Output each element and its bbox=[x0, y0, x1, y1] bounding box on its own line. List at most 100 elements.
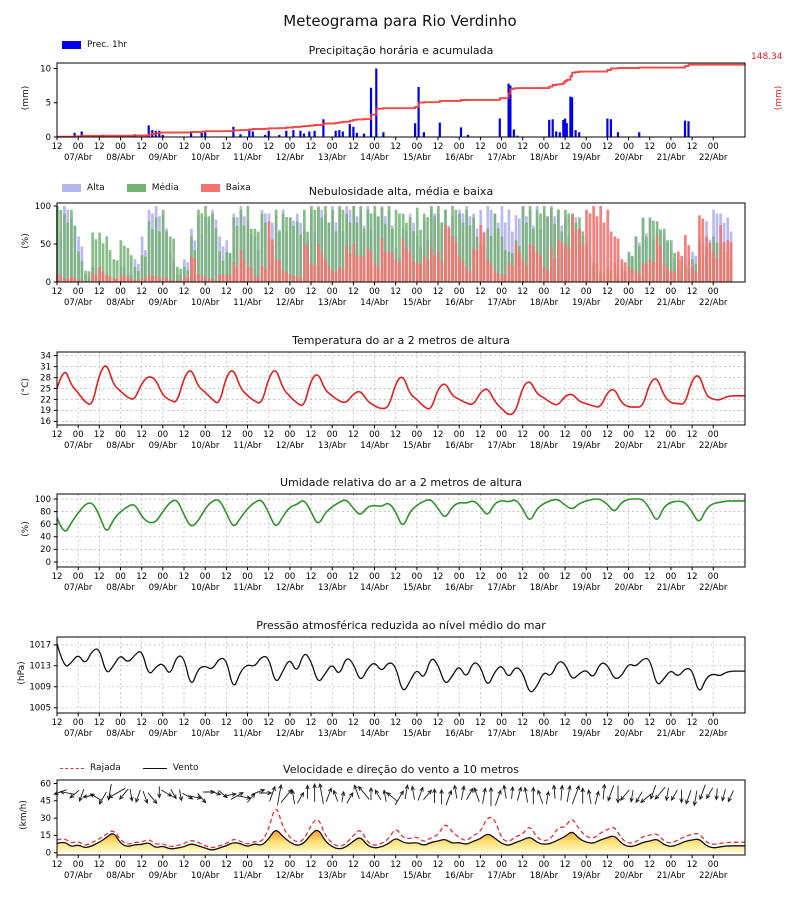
svg-text:07/Abr: 07/Abr bbox=[64, 871, 93, 881]
svg-text:09/Abr: 09/Abr bbox=[149, 871, 178, 881]
svg-text:08/Abr: 08/Abr bbox=[106, 583, 135, 593]
svg-text:00: 00 bbox=[369, 572, 380, 582]
svg-text:07/Abr: 07/Abr bbox=[64, 441, 93, 451]
svg-text:16/Abr: 16/Abr bbox=[445, 583, 474, 593]
svg-text:00: 00 bbox=[200, 430, 211, 440]
svg-text:00: 00 bbox=[242, 718, 253, 728]
svg-text:11/Abr: 11/Abr bbox=[233, 583, 262, 593]
svg-text:12: 12 bbox=[687, 718, 698, 728]
svg-text:17/Abr: 17/Abr bbox=[487, 441, 516, 451]
svg-text:14/Abr: 14/Abr bbox=[360, 153, 389, 163]
svg-text:15/Abr: 15/Abr bbox=[403, 583, 432, 593]
svg-text:11/Abr: 11/Abr bbox=[233, 871, 262, 881]
svg-text:12: 12 bbox=[136, 430, 147, 440]
svg-text:00: 00 bbox=[115, 287, 126, 297]
legend-label-prec1hr: Prec. 1hr bbox=[87, 40, 128, 50]
svg-text:20/Abr: 20/Abr bbox=[614, 729, 643, 739]
svg-text:00: 00 bbox=[200, 860, 211, 870]
svg-text:12: 12 bbox=[94, 572, 105, 582]
svg-text:12: 12 bbox=[517, 860, 528, 870]
svg-text:00: 00 bbox=[200, 718, 211, 728]
svg-text:00: 00 bbox=[242, 572, 253, 582]
svg-text:17/Abr: 17/Abr bbox=[487, 729, 516, 739]
svg-text:00: 00 bbox=[327, 142, 338, 152]
figure-title: Meteograma para Rio Verdinho bbox=[283, 12, 517, 30]
svg-text:12: 12 bbox=[221, 860, 232, 870]
svg-text:00: 00 bbox=[411, 860, 422, 870]
svg-text:80: 80 bbox=[40, 507, 51, 517]
svg-text:16/Abr: 16/Abr bbox=[445, 153, 474, 163]
svg-text:10: 10 bbox=[40, 64, 51, 74]
svg-text:12/Abr: 12/Abr bbox=[276, 729, 305, 739]
svg-text:10/Abr: 10/Abr bbox=[191, 583, 220, 593]
svg-text:09/Abr: 09/Abr bbox=[149, 583, 178, 593]
svg-text:1013: 1013 bbox=[29, 662, 51, 672]
legend-item-alta: Alta bbox=[62, 183, 105, 193]
svg-text:00: 00 bbox=[157, 572, 168, 582]
svg-text:00: 00 bbox=[623, 430, 634, 440]
svg-text:09/Abr: 09/Abr bbox=[149, 298, 178, 308]
svg-text:00: 00 bbox=[327, 860, 338, 870]
svg-text:00: 00 bbox=[200, 572, 211, 582]
svg-text:12: 12 bbox=[136, 572, 147, 582]
svg-text:21/Abr: 21/Abr bbox=[657, 441, 686, 451]
svg-text:13/Abr: 13/Abr bbox=[318, 729, 347, 739]
svg-text:09/Abr: 09/Abr bbox=[149, 153, 178, 163]
svg-text:12: 12 bbox=[348, 572, 359, 582]
svg-text:12: 12 bbox=[306, 287, 317, 297]
svg-text:21/Abr: 21/Abr bbox=[657, 871, 686, 881]
svg-text:12: 12 bbox=[560, 572, 571, 582]
svg-text:13/Abr: 13/Abr bbox=[318, 298, 347, 308]
svg-text:12: 12 bbox=[94, 142, 105, 152]
svg-text:00: 00 bbox=[200, 142, 211, 152]
svg-text:17/Abr: 17/Abr bbox=[487, 153, 516, 163]
svg-text:5: 5 bbox=[46, 99, 51, 109]
svg-text:00: 00 bbox=[242, 430, 253, 440]
svg-text:00: 00 bbox=[454, 572, 465, 582]
svg-text:12: 12 bbox=[602, 860, 613, 870]
svg-text:12: 12 bbox=[433, 142, 444, 152]
svg-text:19: 19 bbox=[40, 406, 51, 416]
svg-text:00: 00 bbox=[496, 572, 507, 582]
svg-text:00: 00 bbox=[623, 860, 634, 870]
svg-text:07/Abr: 07/Abr bbox=[64, 153, 93, 163]
svg-text:00: 00 bbox=[454, 287, 465, 297]
svg-text:00: 00 bbox=[411, 718, 422, 728]
svg-text:19/Abr: 19/Abr bbox=[572, 153, 601, 163]
svg-text:00: 00 bbox=[327, 287, 338, 297]
svg-text:14/Abr: 14/Abr bbox=[360, 871, 389, 881]
svg-text:12: 12 bbox=[475, 142, 486, 152]
svg-text:16/Abr: 16/Abr bbox=[445, 441, 474, 451]
svg-text:1009: 1009 bbox=[29, 683, 51, 693]
svg-text:00: 00 bbox=[454, 860, 465, 870]
svg-text:12: 12 bbox=[263, 430, 274, 440]
svg-text:12: 12 bbox=[136, 718, 147, 728]
svg-text:20/Abr: 20/Abr bbox=[614, 298, 643, 308]
svg-text:15/Abr: 15/Abr bbox=[403, 153, 432, 163]
svg-text:00: 00 bbox=[157, 430, 168, 440]
svg-text:12: 12 bbox=[94, 718, 105, 728]
svg-text:00: 00 bbox=[708, 860, 719, 870]
svg-text:17/Abr: 17/Abr bbox=[487, 871, 516, 881]
svg-text:00: 00 bbox=[369, 142, 380, 152]
svg-text:0: 0 bbox=[46, 278, 51, 288]
svg-text:14/Abr: 14/Abr bbox=[360, 298, 389, 308]
svg-text:12: 12 bbox=[602, 287, 613, 297]
svg-text:12: 12 bbox=[433, 287, 444, 297]
svg-text:00: 00 bbox=[454, 718, 465, 728]
legend-item-baixa: Baixa bbox=[200, 183, 251, 193]
svg-text:13/Abr: 13/Abr bbox=[318, 871, 347, 881]
legend-label-baixa: Baixa bbox=[225, 183, 251, 193]
svg-text:50: 50 bbox=[40, 240, 51, 250]
svg-text:12: 12 bbox=[644, 142, 655, 152]
svg-text:00: 00 bbox=[538, 718, 549, 728]
svg-text:40: 40 bbox=[40, 533, 51, 543]
svg-text:00: 00 bbox=[115, 572, 126, 582]
svg-text:12: 12 bbox=[52, 142, 63, 152]
svg-text:00: 00 bbox=[200, 287, 211, 297]
svg-text:18/Abr: 18/Abr bbox=[530, 871, 559, 881]
svg-text:12: 12 bbox=[221, 718, 232, 728]
svg-text:12: 12 bbox=[52, 572, 63, 582]
svg-text:12: 12 bbox=[644, 287, 655, 297]
panel-title-cloud: Nebulosidade alta, média e baixa bbox=[308, 185, 494, 198]
